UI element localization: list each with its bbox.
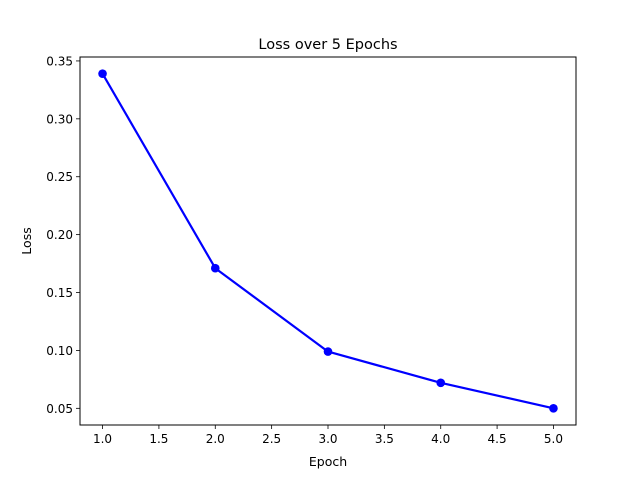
x-tick-label: 3.0 [318, 432, 337, 446]
x-tick-label: 4.0 [431, 432, 450, 446]
x-tick-label: 1.5 [149, 432, 168, 446]
y-tick-label: 0.20 [46, 228, 73, 242]
y-tick-label: 0.30 [46, 112, 73, 126]
x-tick-label: 1.0 [93, 432, 112, 446]
plot-area [80, 57, 576, 425]
x-tick-label: 2.0 [206, 432, 225, 446]
y-tick-label: 0.05 [46, 402, 73, 416]
ticks-layer: 1.0 1.5 2.0 2.5 3.0 3.5 4.0 4.5 5.0 0.05 0.10 0.15 0… [46, 54, 563, 446]
x-tick-label: 4.5 [488, 432, 507, 446]
data-point [323, 347, 333, 356]
y-tick-label: 0.15 [46, 286, 73, 300]
data-point [436, 378, 446, 388]
x-tick-label: 3.5 [375, 432, 394, 446]
data-point [549, 404, 558, 413]
x-tick-label: 2.5 [262, 432, 281, 446]
y-tick-label: 0.35 [46, 54, 73, 68]
data-point [98, 69, 107, 78]
series-layer [98, 69, 558, 413]
x-tick-label: 5.0 [544, 432, 563, 446]
chart-title: Loss over 5 Epochs [258, 37, 397, 53]
y-axis-label: Loss [19, 227, 34, 254]
y-tick-label: 0.10 [46, 344, 73, 358]
plot-frame [79, 56, 577, 426]
data-point [210, 263, 220, 273]
y-tick-label: 0.25 [46, 170, 73, 184]
x-axis-label: Epoch [309, 454, 347, 469]
